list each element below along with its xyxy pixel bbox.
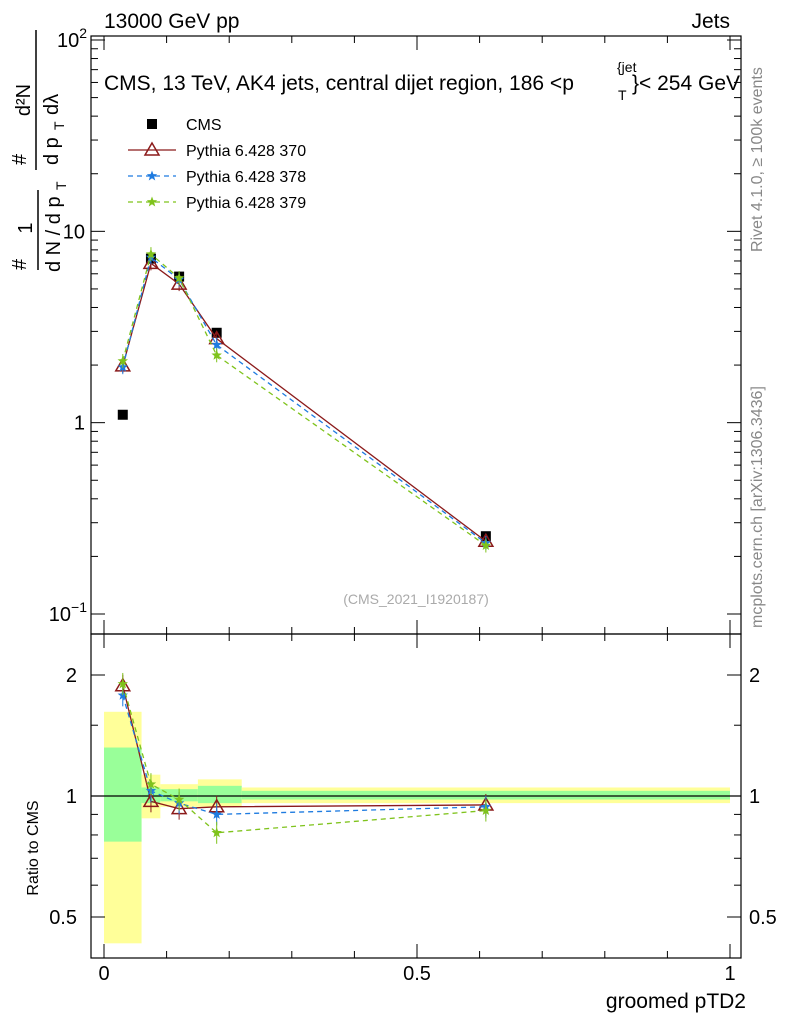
series-3-upper-point-1 [145, 248, 157, 259]
legend-label-2: Pythia 6.428 378 [186, 169, 306, 186]
legend-marker-2 [146, 170, 158, 181]
svg-text:d N / d p: d N / d p [43, 196, 65, 272]
lower-y-tick-label-1: 1 [66, 786, 77, 808]
lower-y-tick-label-right-1: 1 [749, 786, 760, 808]
series-3-ratio-point-0 [117, 678, 129, 689]
upper-ylabel: # 1 d N / d p T # d²N d p T dλ [9, 30, 69, 272]
svg-text:}< 254 GeV: }< 254 GeV [632, 72, 740, 95]
series-1-upper-point-2 [170, 275, 188, 290]
series-2-upper-point-3 [211, 339, 222, 350]
chart-title: CMS, 13 TeV, AK4 jets, central dijet reg… [104, 59, 740, 103]
svg-text:d p: d p [41, 137, 63, 165]
svg-text:dλ: dλ [41, 94, 63, 115]
svg-text:1: 1 [15, 222, 37, 233]
svg-text:#: # [9, 153, 31, 165]
series-3-ratio-point-2 [173, 794, 185, 804]
svg-text:T: T [53, 181, 69, 190]
series-3-ratio-point-3 [211, 827, 222, 838]
series-1-upper-line [122, 262, 487, 542]
series-3-ratio-point-4 [480, 805, 492, 816]
band-inner-0 [104, 747, 142, 842]
legend-label-3: Pythia 6.428 379 [186, 195, 306, 212]
legend-entry-1: Pythia 6.428 370 [128, 141, 306, 160]
legend-marker-1 [143, 141, 161, 156]
side-text-top: Rivet 4.1.0, ≥ 100k events [749, 67, 766, 252]
x-tick-label-0: 0 [98, 963, 109, 985]
legend-entry-2: Pythia 6.428 378 [128, 169, 306, 186]
svg-text:CMS, 13 TeV, AK4 jets, central: CMS, 13 TeV, AK4 jets, central dijet reg… [104, 72, 574, 95]
svg-text:T: T [618, 87, 627, 103]
lower-y-tick-label-0: 0.5 [49, 907, 77, 929]
legend-entry-0: CMS [147, 117, 222, 134]
series-3-ratio-point-1 [145, 778, 157, 789]
series-3-upper-point-2 [173, 272, 185, 283]
svg-text:#: # [9, 258, 31, 270]
lower-ylabel: Ratio to CMS [25, 800, 42, 895]
series-2-ratio-point-3 [211, 808, 222, 819]
legend-label-1: Pythia 6.428 370 [186, 143, 306, 160]
series-2-upper-line [122, 256, 487, 544]
series-1-upper-point-1 [142, 254, 160, 270]
upper-y-tick-label-1: 1 [74, 413, 85, 435]
legend-label-0: CMS [186, 117, 222, 134]
series-3-ratio-line [122, 683, 486, 834]
legend-entry-3: Pythia 6.428 379 [128, 195, 306, 212]
legend-marker-3 [146, 196, 158, 207]
upper-y-tick-label-3: 102 [57, 25, 87, 52]
x-tick-label-1: 0.5 [403, 963, 431, 985]
upper-y-tick-label-0: 10−1 [49, 599, 87, 626]
lower-y-tick-label-2: 2 [66, 665, 77, 687]
series-3-upper-point-3 [211, 349, 222, 360]
lower-y-tick-label-right-2: 2 [749, 665, 760, 687]
series-3-upper-point-0 [117, 355, 129, 366]
watermark: (CMS_2021_I1920187) [343, 591, 489, 607]
svg-text:d²N: d²N [13, 84, 35, 116]
upper-y-tick-label-2: 10 [63, 221, 85, 243]
legend-marker-0 [147, 119, 157, 129]
series-0-upper-point-0 [117, 409, 128, 420]
svg-text:T: T [51, 121, 67, 130]
x-tick-label-2: 1 [724, 963, 735, 985]
side-text-bottom: mcplots.cern.ch [arXiv:1306.3436] [749, 386, 766, 628]
header-right: Jets [691, 10, 730, 33]
header-left: 13000 GeV pp [104, 10, 239, 33]
svg-text:{jet: {jet [617, 59, 637, 75]
x-axis-label: groomed pTD2 [606, 990, 746, 1013]
lower-y-tick-label-right-0: 0.5 [749, 907, 777, 929]
series-1-ratio-point-1 [142, 792, 160, 808]
series-3-upper-line [122, 252, 487, 547]
band-inner-3 [197, 785, 242, 804]
series-3-upper-point-4 [480, 540, 492, 550]
